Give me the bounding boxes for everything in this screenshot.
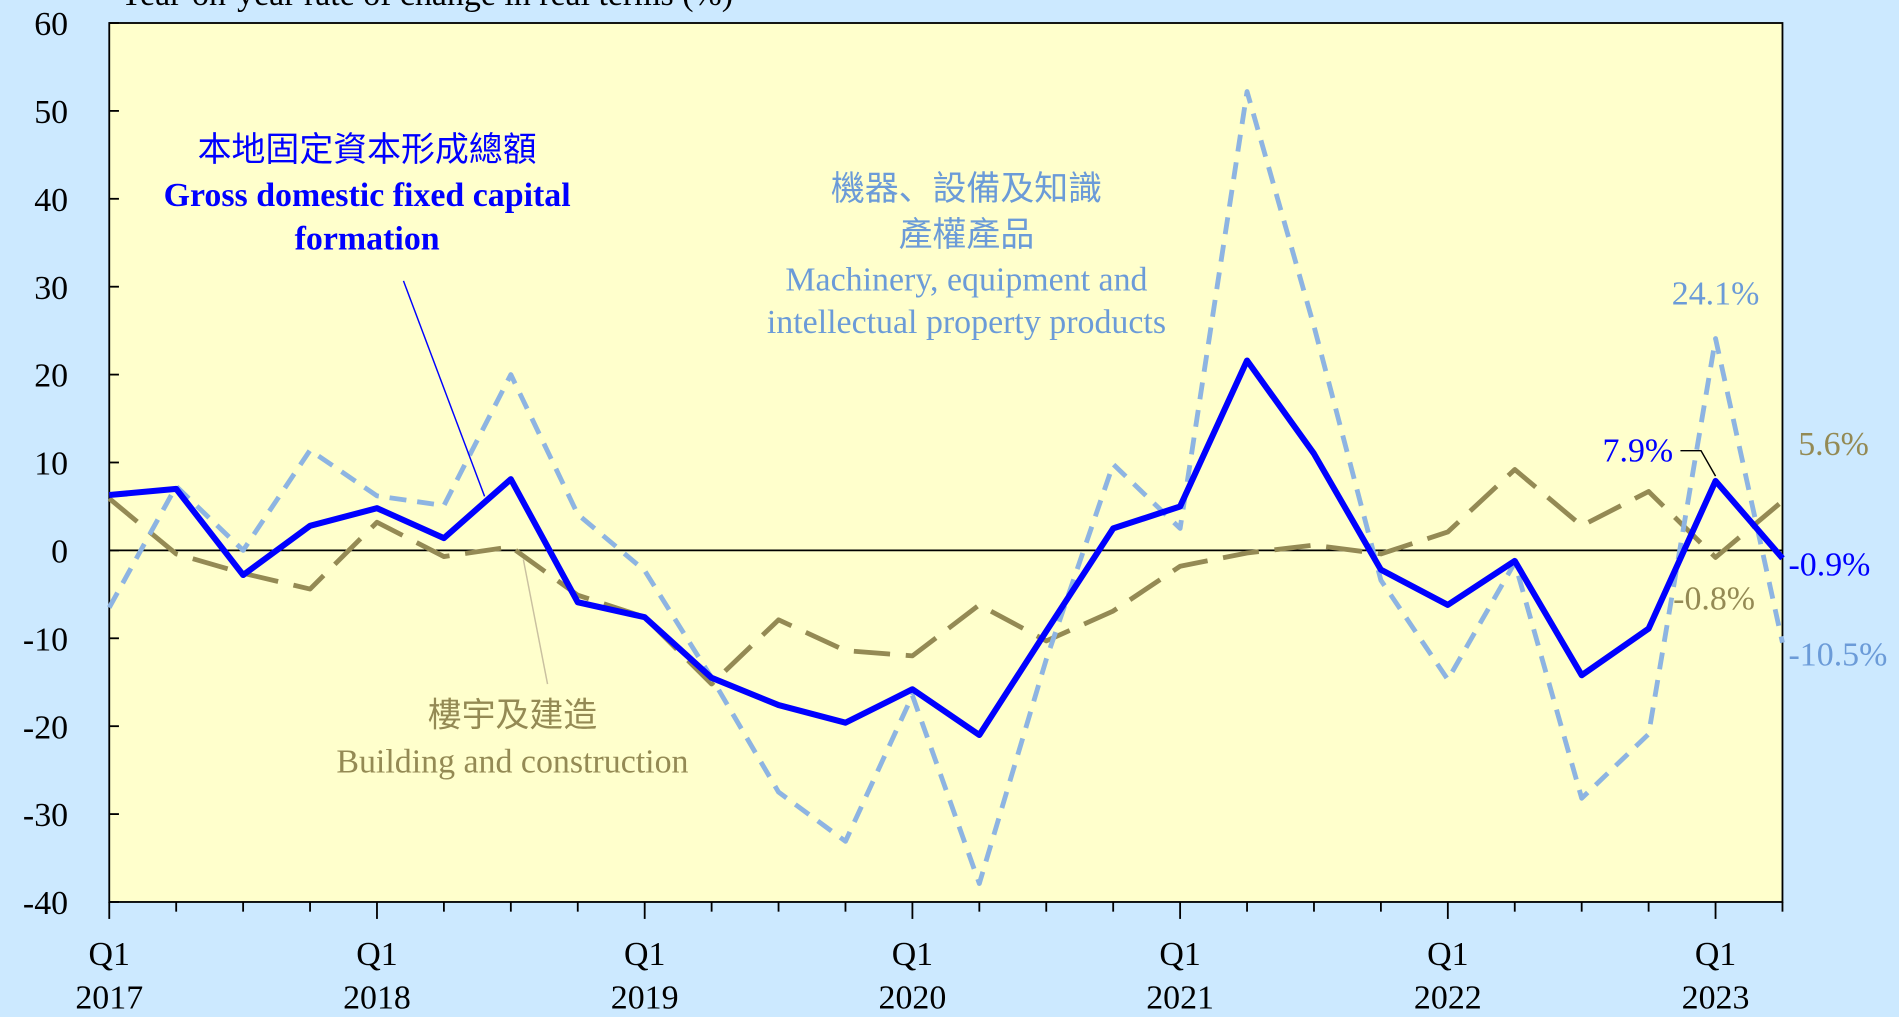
series-line [107,89,1785,886]
y-tick-label: 20 [34,358,68,395]
value-label: 7.9% [1603,433,1674,470]
x-tick-label: Q1 2022 [1414,936,1482,1017]
series-label: 本地固定資本形成總額 Gross domestic fixed capital f… [137,128,597,261]
series-name: Machinery, equipment and intellectual pr… [766,261,1167,342]
y-tick-label: -10 [23,621,68,658]
x-tick-label: Q1 2020 [879,936,947,1017]
x-tick-label: Q1 2017 [75,936,143,1017]
x-tick-label: Q1 2018 [343,936,411,1017]
value-label: -0.9% [1789,546,1871,583]
value-label: -10.5% [1789,637,1888,674]
value-label: 24.1% [1672,276,1760,313]
y-tick-label: 50 [34,94,68,131]
series-line [108,357,1785,739]
x-tick-label: Q1 2021 [1146,936,1214,1017]
y-tick-label: 40 [34,182,68,219]
y-tick-label: 0 [51,533,68,570]
series-name-zh: 機器、設備及知識產權產品 [830,170,1103,255]
series-annotation: 樓宇及建造 Building and construction [282,694,742,786]
leader-line [1680,449,1717,477]
y-tick-label: -20 [23,709,68,746]
x-tick-label: Q1 2019 [611,936,679,1017]
y-tick-label: 10 [34,446,68,483]
y-tick-label: -40 [23,885,68,922]
y-tick-label: 60 [34,6,68,43]
series-name-zh: 本地固定資本形成總額 [197,131,537,170]
series-line [107,467,1785,687]
y-axis-label: Year-on-year rate of change in real term… [119,0,733,13]
series-name-zh: 樓宇及建造 [427,697,598,735]
value-label: -0.8% [1673,580,1755,617]
y-tick-label: -30 [23,797,68,834]
plot-area [108,22,1784,903]
series-annotation: 本地固定資本形成總額 Gross domestic fixed capital f… [137,128,597,261]
x-tick-label: Q1 2023 [1682,936,1750,1017]
value-label: 5.6% [1798,426,1869,463]
y-tick-label: 30 [34,270,68,307]
series-label: 樓宇及建造 Building and construction [282,694,742,786]
series-name: Building and construction [336,743,689,781]
series-label: 機器、設備及知識產權產品 Machinery, equipment and int… [736,167,1196,344]
leader-line [402,280,486,497]
leader-line [522,559,549,685]
series-name: Gross domestic fixed capital formation [163,176,571,258]
